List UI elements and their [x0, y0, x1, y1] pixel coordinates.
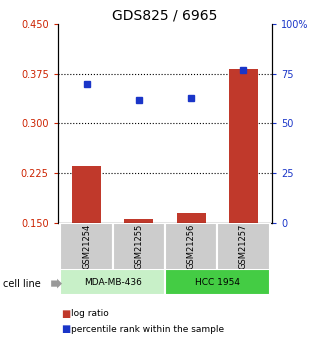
Bar: [217, 223, 270, 271]
Text: GSM21256: GSM21256: [187, 224, 196, 269]
Bar: [165, 269, 270, 295]
Title: GDS825 / 6965: GDS825 / 6965: [112, 9, 218, 23]
Text: HCC 1954: HCC 1954: [195, 277, 240, 287]
Bar: [72, 166, 101, 223]
Text: ■: ■: [61, 325, 70, 334]
Text: percentile rank within the sample: percentile rank within the sample: [71, 325, 224, 334]
Text: GSM21257: GSM21257: [239, 224, 248, 269]
Bar: [60, 223, 113, 271]
Bar: [229, 69, 258, 223]
Text: log ratio: log ratio: [71, 309, 109, 318]
Bar: [165, 223, 217, 271]
Text: ■: ■: [61, 309, 70, 319]
Text: GSM21255: GSM21255: [134, 224, 143, 269]
Bar: [113, 223, 165, 271]
Bar: [60, 269, 165, 295]
Bar: [124, 219, 153, 223]
Bar: [177, 213, 206, 223]
Text: MDA-MB-436: MDA-MB-436: [84, 277, 142, 287]
Text: GSM21254: GSM21254: [82, 224, 91, 269]
Text: cell line: cell line: [3, 279, 41, 288]
